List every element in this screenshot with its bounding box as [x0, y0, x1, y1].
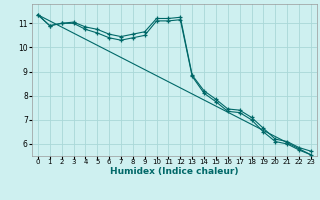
X-axis label: Humidex (Indice chaleur): Humidex (Indice chaleur)	[110, 167, 239, 176]
